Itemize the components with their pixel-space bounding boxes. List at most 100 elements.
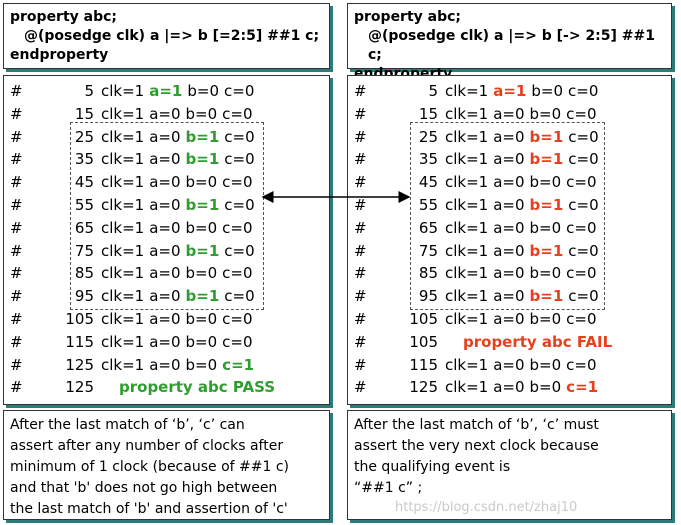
signal-value: c=0 bbox=[224, 287, 255, 306]
time: 5 bbox=[84, 82, 94, 100]
log-box: #5 clk=1 a=1 b=0 c=0 #15 clk=1 a=0 b=0 c=0 #25 clk=… bbox=[347, 75, 672, 405]
note-line: and that 'b' does not go high between bbox=[10, 480, 278, 496]
signal-value: clk=1 bbox=[445, 104, 489, 123]
signal-fields: clk=1 a=0 b=0 c=0 bbox=[101, 308, 258, 330]
time: 25 bbox=[74, 127, 94, 146]
hash: # bbox=[354, 150, 367, 169]
signal-value: b=1 bbox=[529, 287, 564, 306]
signal-value: clk=1 bbox=[445, 287, 489, 306]
time: 35 bbox=[74, 150, 94, 169]
signal-value: c=0 bbox=[568, 196, 599, 214]
time: 105 bbox=[65, 310, 94, 328]
status-message: property abc FAIL bbox=[463, 332, 613, 351]
signal-value: a=0 bbox=[493, 173, 525, 192]
signal-value: b=0 bbox=[529, 173, 562, 192]
code-box: property abc; @(posedge clk) a |=> b [=2… bbox=[3, 3, 330, 69]
time: 35 bbox=[418, 150, 438, 169]
signal-value: clk=1 bbox=[101, 150, 145, 169]
dashed-group bbox=[70, 122, 264, 310]
signal-value: clk=1 bbox=[101, 241, 145, 260]
dashed-group bbox=[410, 122, 605, 310]
hash: # bbox=[10, 196, 23, 214]
code-line: @(posedge clk) a |=> b [=2:5] ##1 c; bbox=[24, 28, 320, 44]
signal-value: b=0 bbox=[529, 218, 562, 237]
note-line: assert the very next clock because bbox=[354, 438, 599, 454]
signal-fields: clk=1 a=1 b=0 c=0 bbox=[101, 80, 259, 102]
signal-fields: clk=1 a=0 b=1 c=0 bbox=[445, 194, 604, 216]
time: 125 bbox=[409, 378, 438, 397]
signal-fields: clk=1 a=0 b=0 c=0 bbox=[101, 217, 258, 239]
signal-value: clk=1 bbox=[445, 173, 489, 192]
signal-value: clk=1 bbox=[445, 218, 489, 237]
signal-value: clk=1 bbox=[101, 310, 145, 328]
signal-value: c=0 bbox=[222, 310, 253, 328]
time: 105 bbox=[409, 310, 438, 328]
time: 15 bbox=[74, 104, 94, 123]
code-line: property abc; bbox=[354, 9, 462, 25]
signal-value: a=0 bbox=[149, 196, 181, 214]
signal-value: b=0 bbox=[529, 104, 562, 123]
signal-value: c=0 bbox=[568, 127, 599, 146]
note-box: After the last match of ‘b’, ‘c’ must ass… bbox=[347, 410, 672, 520]
status-message: property abc PASS bbox=[119, 378, 276, 397]
time: 15 bbox=[418, 104, 438, 123]
hash: # bbox=[10, 104, 23, 123]
signal-value: clk=1 bbox=[445, 310, 489, 328]
time: 115 bbox=[65, 332, 94, 351]
signal-value: a=0 bbox=[493, 264, 525, 283]
hash: # bbox=[354, 127, 367, 146]
signal-value: clk=1 bbox=[445, 241, 489, 260]
time: 115 bbox=[409, 355, 438, 374]
signal-value: a=0 bbox=[149, 332, 181, 351]
time: 75 bbox=[418, 241, 438, 260]
signal-fields: clk=1 a=0 b=0 c=0 bbox=[445, 171, 602, 193]
signal-fields: clk=1 a=0 b=0 c=0 bbox=[445, 308, 602, 330]
hash: # bbox=[10, 241, 23, 260]
signal-value: clk=1 bbox=[445, 127, 489, 146]
hash: # bbox=[354, 332, 367, 351]
signal-fields: clk=1 a=0 b=0 c=0 bbox=[101, 262, 258, 284]
signal-value: clk=1 bbox=[101, 332, 145, 351]
hash: # bbox=[10, 378, 23, 397]
signal-value: a=0 bbox=[493, 287, 525, 306]
signal-value: a=0 bbox=[493, 218, 525, 237]
signal-fields: clk=1 a=0 b=1 c=0 bbox=[101, 285, 260, 307]
signal-value: a=0 bbox=[149, 218, 181, 237]
hash: # bbox=[10, 173, 23, 192]
hash: # bbox=[10, 150, 23, 169]
signal-fields: clk=1 a=0 b=0 c=0 bbox=[101, 103, 258, 125]
hash: # bbox=[354, 173, 367, 192]
signal-value: c=0 bbox=[568, 287, 599, 306]
signal-value: c=0 bbox=[222, 173, 253, 192]
signal-value: a=0 bbox=[149, 241, 181, 260]
signal-fields: clk=1 a=0 b=1 c=0 bbox=[101, 240, 260, 262]
signal-value: clk=1 bbox=[101, 173, 145, 192]
signal-fields: clk=1 a=1 b=0 c=0 bbox=[445, 80, 603, 102]
signal-value: c=0 bbox=[566, 104, 597, 123]
signal-fields: clk=1 a=0 b=0 c=1 bbox=[101, 354, 259, 376]
hash: # bbox=[10, 218, 23, 237]
log-box: #5 clk=1 a=1 b=0 c=0 #15 clk=1 a=0 b=0 c=0 #25 clk=… bbox=[3, 75, 330, 405]
signal-value: a=0 bbox=[493, 104, 525, 123]
signal-value: clk=1 bbox=[101, 264, 145, 283]
watermark: https://blog.csdn.net/zhaj10 bbox=[395, 500, 578, 515]
signal-value: b=1 bbox=[529, 150, 564, 169]
signal-value: clk=1 bbox=[101, 127, 145, 146]
signal-value: c=0 bbox=[568, 241, 599, 260]
signal-value: a=0 bbox=[493, 378, 525, 397]
signal-fields: clk=1 a=0 b=1 c=0 bbox=[101, 194, 260, 216]
time: 45 bbox=[74, 173, 94, 192]
hash: # bbox=[10, 332, 23, 351]
signal-value: c=0 bbox=[224, 196, 255, 214]
note-line: assert after any number of clocks after bbox=[10, 438, 284, 454]
signal-value: clk=1 bbox=[445, 264, 489, 283]
signal-value: clk=1 bbox=[445, 378, 489, 397]
signal-value: c=0 bbox=[566, 355, 597, 374]
signal-value: c=1 bbox=[222, 355, 255, 374]
signal-value: c=0 bbox=[222, 104, 253, 123]
signal-value: clk=1 bbox=[101, 355, 145, 374]
signal-value: b=1 bbox=[185, 287, 220, 306]
signal-value: a=0 bbox=[149, 150, 181, 169]
signal-fields: clk=1 a=0 b=0 c=0 bbox=[445, 217, 602, 239]
